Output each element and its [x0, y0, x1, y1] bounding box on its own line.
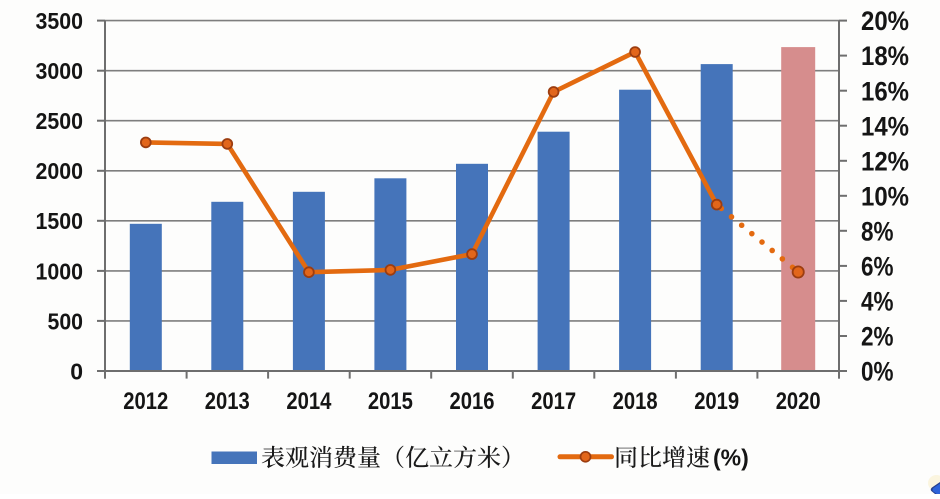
svg-text:6%: 6% [861, 252, 894, 282]
svg-text:10%: 10% [861, 181, 909, 211]
svg-text:2019: 2019 [694, 388, 739, 415]
svg-text:2013: 2013 [205, 388, 250, 415]
svg-text:1000: 1000 [36, 258, 84, 284]
svg-text:2%: 2% [861, 322, 894, 352]
svg-text:16%: 16% [861, 76, 909, 106]
svg-text:4%: 4% [861, 287, 894, 317]
svg-text:12%: 12% [861, 146, 909, 176]
svg-text:2016: 2016 [450, 388, 495, 415]
svg-text:18%: 18% [861, 41, 909, 71]
svg-text:2000: 2000 [36, 158, 84, 184]
svg-text:0%: 0% [861, 357, 894, 387]
svg-text:20%: 20% [861, 6, 909, 36]
svg-text:14%: 14% [861, 111, 909, 141]
svg-text:(%): (%) [713, 445, 749, 471]
svg-text:2015: 2015 [368, 388, 413, 415]
svg-text:500: 500 [48, 308, 84, 334]
svg-text:2014: 2014 [286, 388, 331, 415]
svg-text:3500: 3500 [36, 8, 84, 34]
svg-text:2500: 2500 [36, 108, 84, 134]
svg-text:8%: 8% [861, 216, 894, 246]
svg-text:3000: 3000 [36, 58, 84, 84]
svg-text:2020: 2020 [776, 388, 821, 415]
svg-text:2017: 2017 [531, 388, 576, 415]
svg-text:2012: 2012 [123, 388, 168, 415]
svg-text:2018: 2018 [613, 388, 658, 415]
svg-text:0: 0 [70, 358, 83, 384]
svg-text:1500: 1500 [36, 208, 84, 234]
